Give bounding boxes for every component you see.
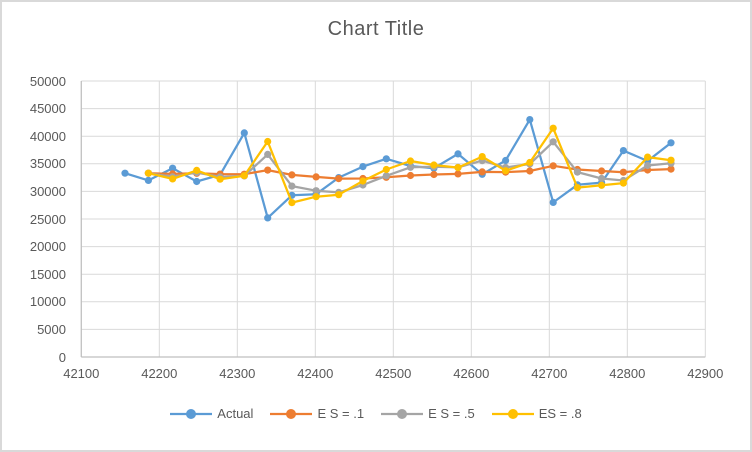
- data-point-marker: [193, 166, 201, 174]
- x-axis-tick-label: 42700: [531, 366, 568, 381]
- data-point-marker: [478, 153, 486, 161]
- data-point-marker: [454, 150, 462, 158]
- legend: Actual E S = .1 E S = .5 ES = .8: [2, 406, 750, 421]
- x-axis-tick-label: 42300: [219, 366, 256, 381]
- data-point-marker: [667, 156, 675, 164]
- data-point-marker: [573, 184, 582, 192]
- data-point-marker: [549, 124, 557, 132]
- data-point-marker: [288, 171, 296, 179]
- legend-item-es-05: E S = .5: [381, 406, 475, 421]
- y-axis-tick-label: 20000: [29, 239, 66, 255]
- data-point-marker: [144, 169, 152, 177]
- data-point-marker: [359, 177, 367, 185]
- y-axis-tick-label: 35000: [29, 156, 66, 172]
- data-point-marker: [264, 214, 272, 222]
- y-axis-tick-label: 10000: [29, 294, 66, 310]
- data-point-marker: [478, 168, 486, 176]
- data-point-marker: [454, 170, 462, 178]
- legend-label-es-08: ES = .8: [538, 406, 582, 421]
- data-point-marker: [144, 176, 152, 184]
- data-point-marker: [382, 165, 390, 174]
- y-axis-tick-label: 5000: [37, 321, 66, 337]
- data-point-marker: [619, 147, 628, 155]
- data-point-marker: [667, 165, 675, 173]
- legend-marker-es-08: [491, 408, 534, 419]
- data-point-marker: [667, 139, 675, 147]
- legend-marker-es-01: [270, 408, 313, 419]
- chart-title: Chart Title: [327, 18, 425, 40]
- data-point-marker: [264, 137, 272, 146]
- data-point-marker: [382, 172, 390, 180]
- legend-item-actual: Actual: [170, 406, 253, 421]
- legend-item-es-08: ES = .8: [491, 406, 582, 421]
- data-point-marker: [526, 116, 534, 124]
- legend-item-es-01: E S = .1: [270, 406, 364, 421]
- x-axis-tick-label: 42600: [453, 366, 490, 381]
- data-point-marker: [169, 164, 177, 172]
- data-point-marker: [406, 163, 415, 171]
- data-point-marker: [644, 161, 652, 170]
- data-point-marker: [240, 129, 248, 137]
- data-point-marker: [264, 150, 272, 158]
- y-axis-tick-label: 25000: [29, 211, 66, 227]
- legend-label-actual: Actual: [217, 406, 254, 421]
- y-axis-tick-label: 30000: [29, 183, 66, 199]
- y-axis-tick-label: 45000: [29, 101, 66, 117]
- data-point-marker: [619, 168, 628, 176]
- data-point-marker: [312, 193, 320, 201]
- data-point-marker: [312, 173, 320, 181]
- data-point-marker: [193, 177, 201, 186]
- y-axis-tick-label: 50000: [29, 73, 66, 89]
- data-point-marker: [573, 168, 582, 176]
- data-point-marker: [430, 170, 438, 179]
- data-point-marker: [169, 175, 177, 183]
- x-axis-tick-label: 42500: [375, 366, 412, 381]
- legend-marker-es-05: [381, 408, 424, 419]
- data-point-marker: [406, 157, 415, 165]
- data-point-marker: [644, 153, 652, 161]
- gridlines: [80, 80, 706, 358]
- legend-label-es-01: E S = .1: [317, 406, 365, 421]
- data-point-marker: [526, 158, 534, 167]
- data-point-marker: [312, 187, 320, 195]
- data-point-marker: [549, 138, 557, 146]
- data-point-marker: [335, 175, 343, 183]
- data-point-marker: [382, 155, 390, 163]
- y-axis-tick-label: 0: [58, 349, 66, 365]
- x-axis-tick-label: 42900: [687, 366, 724, 381]
- data-point-marker: [526, 167, 534, 175]
- data-point-marker: [502, 167, 510, 175]
- data-point-marker: [406, 171, 415, 180]
- data-point-marker: [264, 166, 272, 174]
- data-point-marker: [240, 172, 248, 180]
- x-axis-tick-label: 42800: [609, 366, 646, 381]
- data-point-marker: [454, 164, 462, 172]
- data-point-marker: [549, 162, 557, 170]
- x-axis-tick-label: 42400: [297, 366, 334, 381]
- legend-label-es-05: E S = .5: [428, 406, 475, 421]
- x-axis-tick-label: 42100: [63, 366, 100, 381]
- series-actual: [121, 116, 675, 222]
- data-point-marker: [549, 198, 557, 206]
- data-point-marker: [288, 182, 296, 190]
- series-es-8: [144, 124, 675, 207]
- data-point-marker: [359, 163, 367, 171]
- data-point-marker: [430, 161, 438, 169]
- data-point-marker: [598, 167, 606, 175]
- legend-marker-actual: [170, 408, 213, 419]
- data-point-marker: [619, 179, 628, 187]
- data-point-marker: [121, 169, 129, 177]
- data-point-marker: [288, 199, 296, 207]
- y-axis-tick-label: 40000: [29, 128, 66, 144]
- x-axis-tick-label: 42200: [141, 366, 178, 381]
- data-point-marker: [216, 175, 224, 183]
- data-point-marker: [335, 191, 343, 199]
- data-point-marker: [502, 156, 510, 165]
- y-axis-tick-label: 15000: [29, 266, 66, 282]
- data-point-marker: [598, 181, 606, 189]
- data-point-marker: [598, 174, 606, 183]
